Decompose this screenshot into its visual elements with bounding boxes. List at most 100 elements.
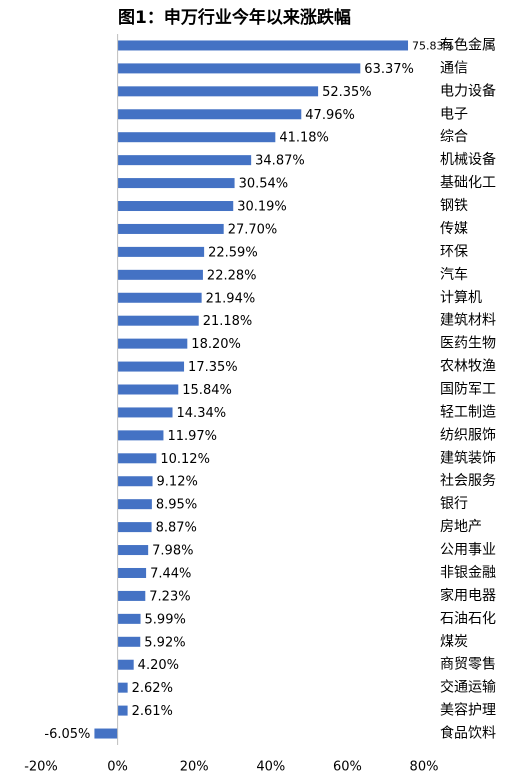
bar (117, 682, 128, 693)
value-label: 63.37% (364, 62, 414, 77)
category-label: 石油石化 (440, 611, 496, 627)
bar (117, 338, 188, 349)
value-label: 9.12% (157, 475, 198, 490)
category-label: 社会服务 (440, 473, 496, 489)
category-label: 建筑材料 (440, 313, 496, 329)
value-label: 2.62% (132, 681, 173, 696)
bar (117, 109, 302, 120)
x-tick-label: 0% (107, 760, 128, 775)
category-label: 煤炭 (440, 634, 468, 650)
value-label: 30.19% (237, 200, 287, 215)
value-label: 27.70% (228, 222, 278, 237)
value-label: 2.61% (132, 704, 173, 719)
value-label: 8.87% (156, 521, 197, 536)
value-label: 7.44% (150, 566, 191, 581)
bar (117, 178, 235, 189)
bar (94, 728, 118, 739)
bar (117, 269, 203, 280)
value-label: 47.96% (305, 108, 355, 123)
category-label: 食品饮料 (440, 725, 496, 742)
x-tick-label: 40% (256, 760, 285, 775)
bar (117, 86, 319, 97)
bar (117, 590, 146, 601)
value-label: 21.18% (203, 314, 253, 329)
x-tick-label: 80% (410, 760, 439, 775)
category-label: 轻工制造 (440, 404, 496, 420)
category-label: 农林牧渔 (440, 359, 496, 375)
category-label: 房地产 (440, 519, 482, 535)
category-label: 基础化工 (440, 174, 496, 191)
category-label: 非银金融 (440, 565, 496, 581)
value-label: 52.35% (322, 85, 372, 100)
value-label: 8.95% (156, 498, 197, 513)
category-label: 交通运输 (440, 679, 496, 696)
bar (117, 40, 409, 51)
category-label: 商贸零售 (440, 657, 496, 673)
category-label: 国防军工 (440, 382, 496, 398)
value-label: 4.20% (138, 658, 179, 673)
x-tick-label: -20% (24, 760, 58, 775)
category-label: 纺织服饰 (440, 427, 496, 443)
value-label: 10.12% (160, 452, 210, 467)
value-label: 14.34% (177, 406, 227, 421)
category-label: 美容护理 (440, 702, 496, 719)
bar (117, 361, 185, 372)
value-label: 22.59% (208, 245, 258, 260)
bar (117, 476, 153, 487)
bar (117, 522, 152, 533)
bar (117, 613, 141, 624)
value-label: 17.35% (188, 360, 238, 375)
value-label: 11.97% (167, 429, 217, 444)
category-label: 家用电器 (440, 587, 496, 604)
bar (117, 545, 149, 556)
category-label: 传媒 (440, 221, 468, 237)
bar (117, 132, 276, 143)
value-label: 22.28% (207, 268, 257, 283)
bar (117, 499, 152, 510)
category-label: 公用事业 (440, 542, 496, 558)
category-label: 钢铁 (440, 198, 468, 214)
value-label: 18.20% (191, 337, 241, 352)
bar (117, 705, 128, 716)
category-label: 计算机 (440, 290, 482, 306)
bar (117, 384, 179, 395)
value-label: 75.83% (412, 39, 454, 52)
category-label: 有色金属 (440, 36, 496, 53)
value-label: 34.87% (255, 154, 305, 169)
value-label: 30.54% (239, 177, 289, 192)
bar (117, 430, 164, 441)
category-label: 电子 (440, 106, 468, 122)
value-label: 41.18% (279, 131, 329, 146)
bar (117, 223, 224, 234)
value-label: 5.92% (144, 635, 185, 650)
category-label: 环保 (440, 244, 468, 260)
value-label: 21.94% (206, 291, 256, 306)
x-tick-label: 20% (180, 760, 209, 775)
category-label: 通信 (440, 60, 468, 76)
category-label: 银行 (440, 496, 468, 512)
value-label: 7.98% (152, 544, 193, 559)
category-label: 汽车 (440, 266, 468, 283)
category-label: 机械设备 (440, 151, 496, 168)
bar (117, 292, 202, 303)
category-label: 综合 (440, 129, 468, 145)
bar (117, 246, 205, 257)
bar (117, 636, 141, 647)
bar (117, 63, 361, 74)
bar (117, 201, 234, 212)
bar (117, 567, 147, 578)
bar (117, 453, 157, 464)
bar (117, 659, 134, 670)
bar (117, 315, 199, 326)
value-label: -6.05% (44, 727, 90, 742)
value-label: 5.99% (145, 612, 186, 627)
category-label: 电力设备 (440, 82, 496, 99)
category-label: 医药生物 (440, 336, 496, 352)
chart-title: 图1：申万行业今年以来涨跌幅 (118, 7, 351, 28)
value-label: 15.84% (182, 383, 232, 398)
x-tick-label: 60% (333, 760, 362, 775)
bar (117, 155, 252, 166)
bar (117, 407, 173, 418)
category-label: 建筑装饰 (440, 450, 496, 466)
